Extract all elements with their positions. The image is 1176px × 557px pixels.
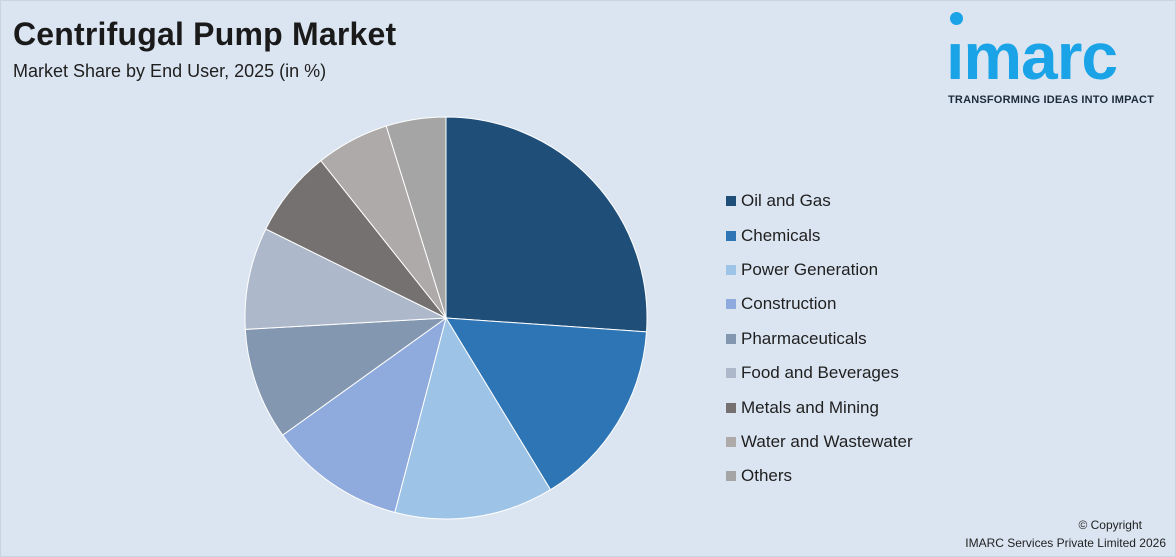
copyright-company: IMARC Services Private Limited 2026 [965,536,1166,550]
pie-slices [244,116,648,520]
legend-label: Oil and Gas [741,191,831,211]
imarc-logo: ımarc TRANSFORMING IDEAS INTO IMPACT [946,12,1170,112]
legend-item: Water and Wastewater [726,425,913,459]
pie-slice-chemicals [445,317,648,491]
logo-wordmark: ımarc [946,19,1118,93]
legend-item: Construction [726,287,913,321]
legend-label: Power Generation [741,259,879,279]
legend-item: Pharmaceuticals [726,322,913,356]
legend-item: Others [726,459,913,493]
legend-label: Metals and Mining [741,397,879,417]
legend-label: Others [741,466,793,486]
pie-slice-power-generation [394,316,552,520]
legend-label: Pharmaceuticals [741,328,867,348]
logo-tagline: TRANSFORMING IDEAS INTO IMPACT [948,94,1155,106]
legend-swatch [726,264,736,275]
legend-label: Construction [741,294,837,314]
legend-swatch [726,299,736,310]
chart-title: Centrifugal Pump Market [13,16,397,52]
legend-item: Power Generation [726,253,913,287]
legend-swatch [726,230,736,241]
chart-subtitle: Market Share by End User, 2025 (in %) [13,61,327,81]
legend-swatch [726,368,736,379]
pie-slice-others [385,116,447,319]
legend-label: Chemicals [741,225,821,245]
legend-swatch [726,402,736,413]
pie-slice-pharmaceuticals [244,317,448,436]
legend-swatch [726,436,736,447]
legend-item: Chemicals [726,218,913,252]
legend-item: Food and Beverages [726,356,913,390]
copyright-notice: © Copyright IMARC Services Private Limit… [965,516,1166,552]
legend-swatch [726,471,736,482]
legend-item: Metals and Mining [726,390,913,424]
legend-swatch [726,333,736,344]
pie-slice-construction [281,316,447,513]
logo-dot-icon [950,12,963,25]
legend-item: Oil and Gas [726,184,913,218]
copyright-label: © Copyright [1078,518,1142,532]
chart-legend: Oil and Gas Chemicals Power Generation Cons… [726,184,913,494]
pie-slice-oil-and-gas [445,116,648,333]
legend-label: Water and Wastewater [741,431,913,451]
pie-slice-food-and-beverages [244,228,448,330]
legend-label: Food and Beverages [741,363,899,383]
legend-swatch [726,196,736,207]
